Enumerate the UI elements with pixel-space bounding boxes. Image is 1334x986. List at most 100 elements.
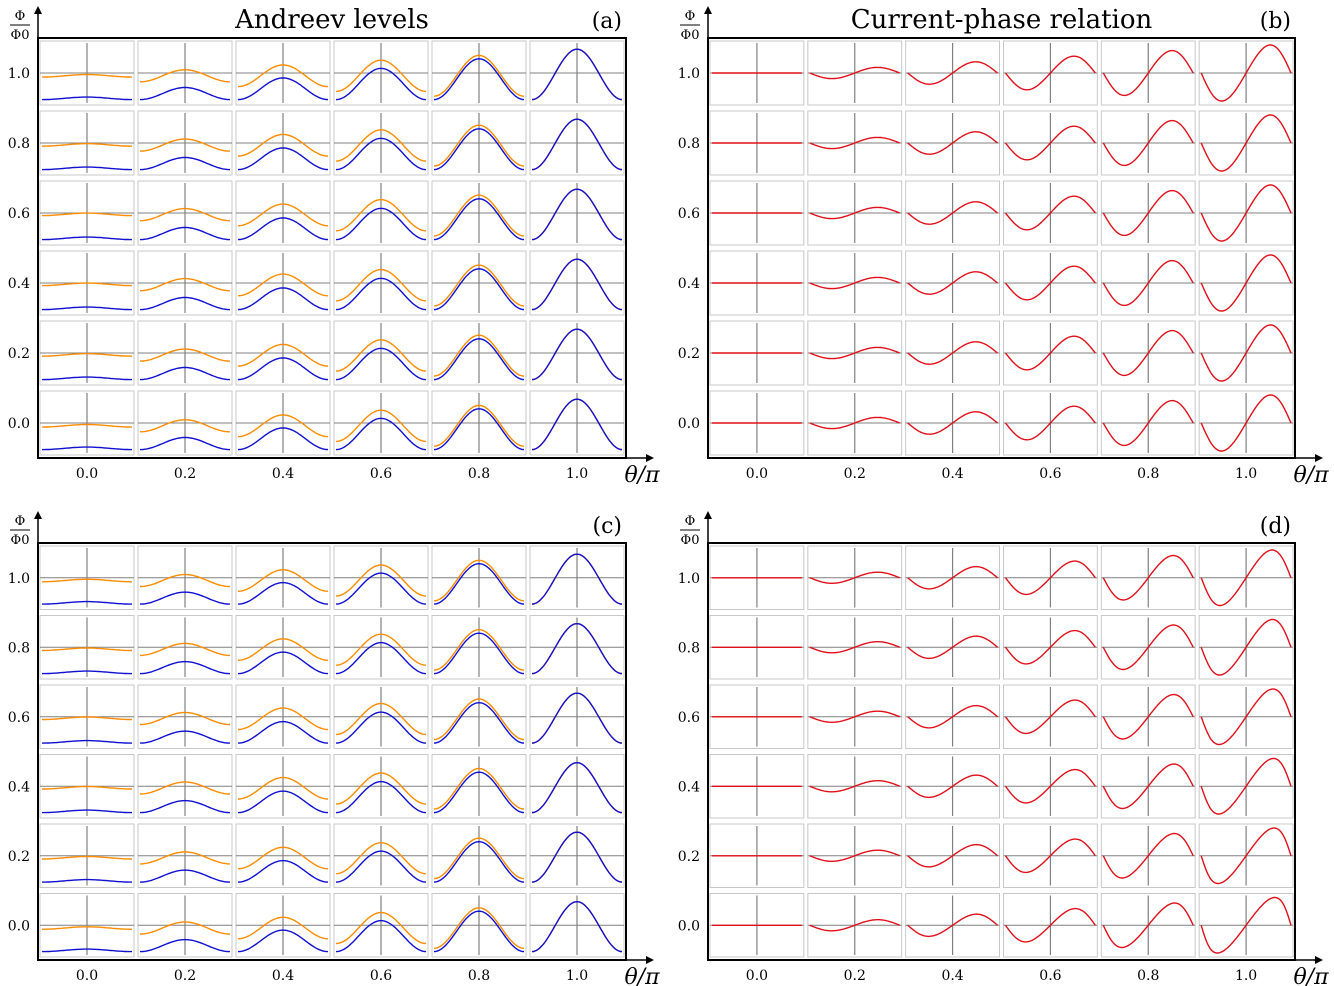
lower-level-curve bbox=[140, 799, 230, 814]
lower-level-curve bbox=[238, 790, 328, 814]
y-tick-label: 0.6 bbox=[678, 710, 700, 726]
upper-level-curve bbox=[335, 339, 427, 372]
subplot-cell bbox=[431, 180, 527, 246]
current-curve bbox=[809, 206, 900, 220]
upper-level-curve bbox=[433, 54, 525, 97]
y-axis-arrowhead bbox=[34, 511, 42, 519]
lower-level-curve bbox=[531, 328, 623, 381]
current-curve bbox=[907, 565, 998, 590]
current-curve bbox=[1102, 49, 1194, 97]
lower-level-curve bbox=[237, 427, 329, 451]
upper-level-curve bbox=[42, 142, 132, 147]
subplot-cell bbox=[807, 110, 903, 176]
current-curve bbox=[1102, 259, 1194, 307]
panel-tag: (b) bbox=[1260, 9, 1291, 34]
lower-level-curve bbox=[140, 660, 230, 675]
lower-level-curve bbox=[335, 277, 427, 311]
lower-level-curve bbox=[42, 376, 132, 381]
lower-level-curve bbox=[531, 118, 623, 171]
current-curve bbox=[1200, 896, 1292, 954]
subplot-cell bbox=[431, 615, 527, 680]
upper-level-curve bbox=[42, 785, 132, 790]
subplot-cell bbox=[1198, 390, 1294, 456]
lower-level-curve bbox=[237, 357, 329, 381]
lower-level-curve bbox=[531, 188, 623, 241]
y-axis-label-numerator: Φ bbox=[15, 9, 26, 24]
y-tick-label: 0.8 bbox=[8, 136, 30, 152]
subplot-cell bbox=[807, 615, 903, 680]
current-curve bbox=[1200, 757, 1292, 815]
current-curve bbox=[1200, 688, 1292, 746]
y-axis-label-denominator: Φ0 bbox=[11, 533, 30, 548]
upper-level-curve bbox=[238, 414, 328, 438]
y-tick-label: 1.0 bbox=[678, 66, 700, 82]
subplot-cell bbox=[807, 250, 903, 316]
subplot-cell bbox=[1100, 320, 1196, 386]
lower-level-curve bbox=[433, 268, 525, 311]
subplot-cell bbox=[39, 615, 135, 680]
subplot-cell bbox=[235, 250, 331, 316]
upper-level-curve bbox=[140, 921, 230, 935]
subplot-cell bbox=[333, 545, 429, 610]
subplot-cell bbox=[235, 40, 331, 106]
subplot-cell bbox=[807, 754, 903, 819]
current-curve bbox=[1200, 394, 1292, 452]
lower-level-curve bbox=[42, 446, 132, 451]
current-curve bbox=[809, 136, 900, 150]
current-curve bbox=[1004, 838, 1096, 874]
lower-level-curve bbox=[531, 900, 623, 953]
subplot-cell bbox=[709, 893, 805, 958]
subplot-cell bbox=[807, 320, 903, 386]
upper-level-curve bbox=[140, 573, 230, 588]
x-tick-label: 0.6 bbox=[370, 466, 392, 482]
y-tick-label: 0.2 bbox=[678, 849, 700, 865]
upper-level-curve bbox=[42, 716, 132, 721]
current-curve bbox=[907, 341, 998, 365]
subplot-cell bbox=[333, 390, 429, 456]
x-tick-label: 0.6 bbox=[1039, 968, 1061, 984]
current-curve bbox=[907, 635, 998, 660]
panel-frame bbox=[707, 37, 1296, 459]
subplot-cell bbox=[431, 823, 527, 888]
x-tick-label: 0.2 bbox=[844, 968, 866, 984]
lower-level-curve bbox=[433, 910, 525, 953]
current-curve bbox=[1200, 254, 1292, 312]
upper-level-curve bbox=[335, 772, 427, 805]
lower-level-curve bbox=[335, 347, 427, 381]
subplot-cell bbox=[235, 615, 331, 680]
current-curve bbox=[1200, 618, 1292, 676]
current-curve bbox=[809, 571, 901, 584]
upper-level-curve bbox=[140, 642, 230, 657]
y-axis-label-numerator: Φ bbox=[685, 514, 696, 529]
subplot-cell bbox=[905, 40, 1001, 106]
subplot-cell bbox=[1100, 545, 1196, 610]
lower-level-curve bbox=[238, 581, 328, 605]
current-curve bbox=[1200, 827, 1292, 885]
upper-level-curve bbox=[140, 138, 230, 152]
subplot-cell bbox=[39, 320, 135, 386]
panel-frame bbox=[707, 542, 1296, 961]
lower-level-curve bbox=[42, 739, 132, 744]
subplot-cell bbox=[807, 684, 903, 749]
subplot-cell bbox=[1003, 180, 1098, 246]
current-curve bbox=[907, 913, 998, 938]
y-tick-label: 0.0 bbox=[8, 416, 30, 432]
upper-level-curve bbox=[433, 404, 525, 447]
upper-level-curve bbox=[237, 916, 329, 940]
subplot-cell bbox=[529, 684, 625, 749]
current-curve bbox=[1004, 55, 1096, 91]
current-curve bbox=[809, 849, 901, 862]
subplot-cell bbox=[431, 893, 527, 958]
current-curve bbox=[907, 774, 998, 799]
upper-level-curve bbox=[140, 781, 230, 795]
x-tick-label: 1.0 bbox=[1235, 466, 1257, 482]
current-curve bbox=[1200, 184, 1292, 242]
y-tick-label: 0.2 bbox=[678, 346, 700, 362]
upper-level-curve bbox=[237, 846, 329, 870]
subplot-cell bbox=[709, 180, 805, 246]
panel-tag: (c) bbox=[593, 514, 623, 539]
lower-level-curve bbox=[335, 850, 427, 883]
upper-level-curve bbox=[237, 273, 329, 297]
subplot-cell bbox=[1198, 180, 1294, 246]
upper-level-curve bbox=[433, 264, 525, 307]
